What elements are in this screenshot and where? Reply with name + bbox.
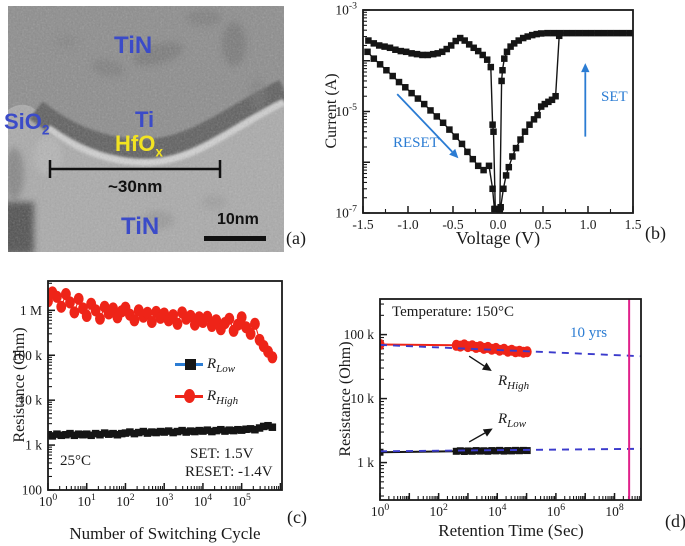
svg-text:10-7: 10-7 (335, 204, 357, 221)
temperature-annotation-c: 25°C (60, 453, 92, 469)
svg-text:100: 100 (22, 483, 43, 498)
svg-text:100: 100 (39, 492, 58, 509)
panel-d-xlabel: Retention Time (Sec) (438, 521, 584, 540)
svg-text:10 k: 10 k (18, 393, 42, 408)
panel-c-xlabel: Number of Switching Cycle (69, 524, 261, 543)
svg-text:101: 101 (78, 492, 97, 509)
svg-text:-1.5: -1.5 (352, 217, 374, 232)
svg-text:100 k: 100 k (344, 327, 375, 342)
panel-c: 100 101 102 103 104 105 1 M 100 k 10 k 1 k 100 Res… (0, 262, 330, 546)
legend-rlow-label: RLow (207, 356, 236, 375)
svg-text:100: 100 (371, 502, 390, 519)
tem-width-label: ~30nm (108, 177, 163, 196)
reset-annotation: RESET (393, 135, 439, 151)
svg-text:0.0: 0.0 (490, 217, 507, 232)
scale-bar-label: 10nm (217, 211, 259, 228)
svg-text:10-3: 10-3 (335, 1, 357, 18)
tem-label-tin-top: TiN (114, 32, 153, 59)
panel-d-letter: (d) (665, 511, 685, 531)
iv-curve-chart: -1.5 -1.0 -0.5 0.0 0.5 1.0 1.5 10-3 10-5 10-7 (335, 1, 642, 233)
temperature-annotation-d: Temperature: 150°C (392, 304, 514, 320)
set-annotation: SET (601, 89, 628, 105)
svg-text:0.5: 0.5 (535, 217, 552, 232)
ten-years-annotation: 10 yrs (570, 325, 608, 341)
tem-label-tin-bottom: TiN (121, 213, 160, 240)
tem-noise-texture (8, 6, 284, 252)
rlow-annotation: RLow (498, 411, 527, 430)
svg-text:102: 102 (116, 492, 134, 509)
panel-b-ylabel: Current (A) (323, 73, 340, 149)
svg-text:100 k: 100 k (12, 348, 43, 363)
tem-image (8, 6, 284, 252)
svg-text:1.5: 1.5 (625, 217, 642, 232)
panel-d-ylabel: Resistance (Ohm) (337, 341, 354, 457)
svg-text:103: 103 (155, 492, 174, 509)
tem-label-sio2: SiO2 (4, 109, 50, 138)
panel-a-letter: (a) (286, 228, 306, 248)
tem-label-ti: Ti (135, 107, 155, 132)
endurance-chart: 100 101 102 103 104 105 1 M 100 k 10 k 1 k 100 (12, 280, 283, 509)
svg-text:106: 106 (547, 502, 566, 519)
reset-voltage-annotation: RESET: -1.4V (185, 464, 273, 480)
panel-d: 100 102 104 106 108 100 k 10 k 1 k Resistance (… (330, 262, 685, 546)
panel-c-ylabel: Resistance (Ohm) (11, 327, 28, 443)
svg-text:10 k: 10 k (350, 391, 374, 406)
svg-text:1 k: 1 k (25, 438, 42, 453)
rhigh-annotation: RHigh (498, 373, 530, 392)
legend-rhigh-marker (184, 389, 195, 403)
svg-text:1 k: 1 k (357, 455, 374, 470)
scale-bar (204, 236, 266, 241)
svg-text:104: 104 (488, 502, 507, 519)
svg-text:-0.5: -0.5 (442, 217, 464, 232)
panel-c-letter: (c) (287, 507, 307, 527)
svg-text:10-5: 10-5 (335, 102, 357, 119)
svg-text:104: 104 (194, 492, 213, 509)
retention-chart: 100 102 104 106 108 100 k 10 k 1 k (344, 298, 642, 519)
panel-b-letter: (b) (645, 223, 666, 243)
panel-a: TiN SiO2 Ti HfOx ~30nm TiN 10nm (a) (0, 0, 320, 262)
svg-text:108: 108 (605, 502, 624, 519)
svg-text:105: 105 (232, 492, 251, 509)
svg-text:-1.0: -1.0 (397, 217, 419, 232)
width-measurement (48, 160, 222, 178)
svg-text:1 M: 1 M (20, 303, 42, 318)
legend-rhigh-label: RHigh (207, 388, 239, 407)
set-voltage-annotation: SET: 1.5V (190, 446, 254, 462)
legend-rlow-marker (185, 359, 196, 370)
panel-b: -1.5 -1.0 -0.5 0.0 0.5 1.0 1.5 10-3 10-5 10-7 Cur… (320, 0, 685, 262)
panel-b-xlabel: Voltage (V) (455, 228, 541, 248)
tem-label-hfox: HfOx (115, 131, 163, 160)
svg-text:102: 102 (429, 502, 448, 519)
svg-text:1.0: 1.0 (580, 217, 597, 232)
